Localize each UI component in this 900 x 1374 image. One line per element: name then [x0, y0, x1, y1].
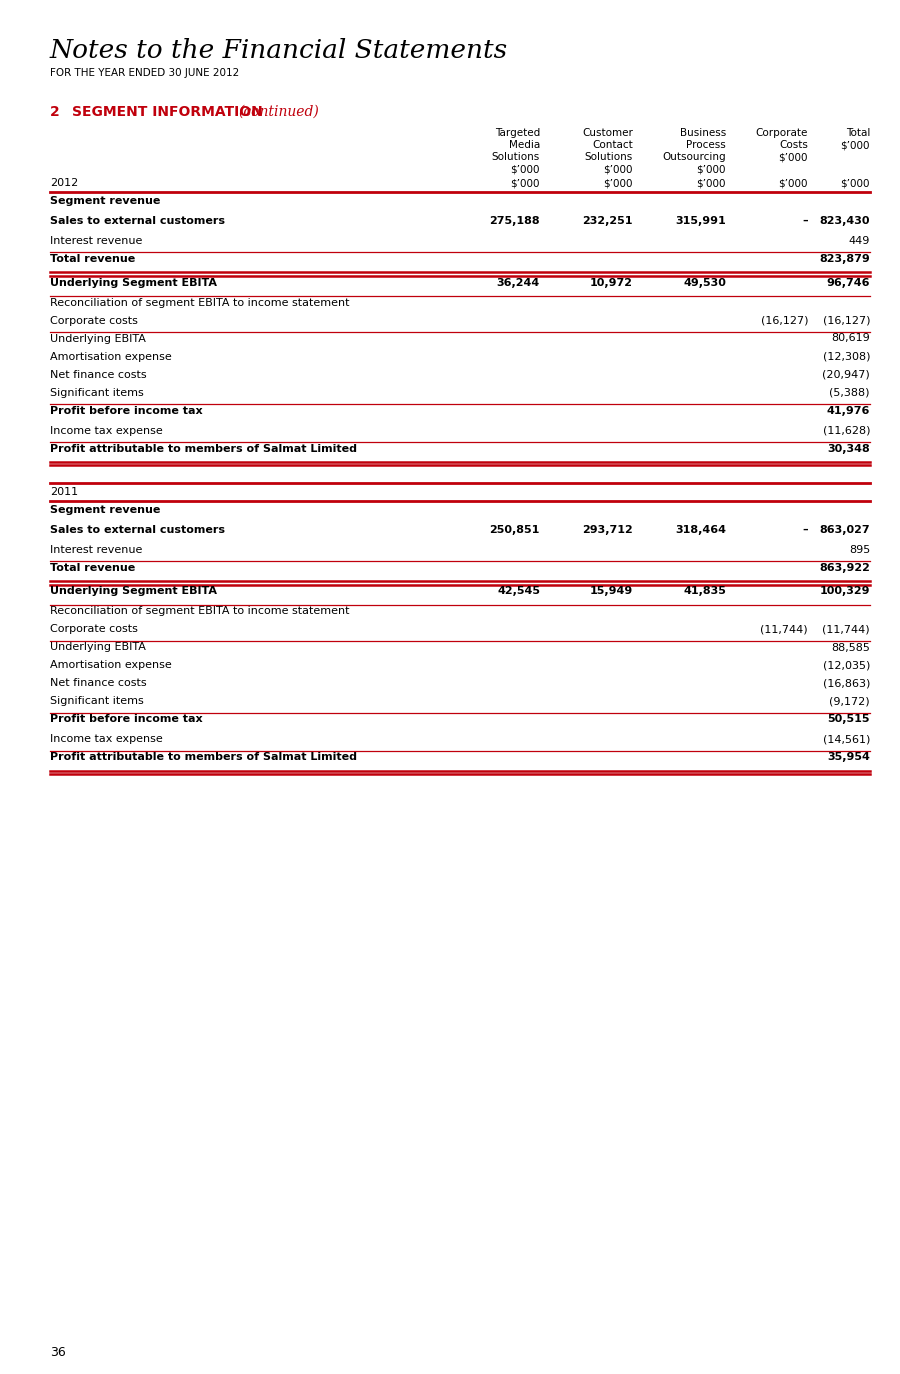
Text: $’000: $’000 [841, 179, 870, 188]
Text: Profit before income tax: Profit before income tax [50, 405, 203, 415]
Text: 315,991: 315,991 [675, 216, 726, 225]
Text: Underlying EBITA: Underlying EBITA [50, 643, 146, 653]
Text: 100,329: 100,329 [820, 587, 870, 596]
Text: –: – [803, 525, 808, 534]
Text: Costs: Costs [779, 140, 808, 150]
Text: 30,348: 30,348 [827, 444, 870, 453]
Text: Reconciliation of segment EBITA to income statement: Reconciliation of segment EBITA to incom… [50, 606, 349, 617]
Text: (16,127): (16,127) [823, 316, 870, 326]
Text: (12,035): (12,035) [823, 661, 870, 671]
Text: Underlying EBITA: Underlying EBITA [50, 334, 146, 344]
Text: Corporate: Corporate [756, 128, 808, 137]
Text: 250,851: 250,851 [490, 525, 540, 534]
Text: 50,515: 50,515 [827, 714, 870, 724]
Text: Interest revenue: Interest revenue [50, 545, 142, 555]
Text: (20,947): (20,947) [823, 370, 870, 379]
Text: 41,976: 41,976 [826, 405, 870, 415]
Text: Corporate costs: Corporate costs [50, 625, 138, 635]
Text: Sales to external customers: Sales to external customers [50, 525, 225, 534]
Text: 15,949: 15,949 [590, 587, 633, 596]
Text: Significant items: Significant items [50, 697, 144, 706]
Text: 49,530: 49,530 [683, 278, 726, 287]
Text: $’000: $’000 [778, 153, 808, 162]
Text: Significant items: Significant items [50, 387, 144, 397]
Text: –: – [803, 216, 808, 225]
Text: $’000: $’000 [510, 164, 540, 174]
Text: 10,972: 10,972 [590, 278, 633, 287]
Text: Income tax expense: Income tax expense [50, 735, 163, 745]
Text: 2: 2 [50, 104, 59, 120]
Text: $’000: $’000 [510, 179, 540, 188]
Text: 275,188: 275,188 [490, 216, 540, 225]
Text: 823,879: 823,879 [819, 254, 870, 264]
Text: $’000: $’000 [841, 140, 870, 150]
Text: 36,244: 36,244 [497, 278, 540, 287]
Text: 895: 895 [849, 545, 870, 555]
Text: (14,561): (14,561) [823, 735, 870, 745]
Text: (11,744): (11,744) [823, 625, 870, 635]
Text: Sales to external customers: Sales to external customers [50, 216, 225, 225]
Text: Solutions: Solutions [585, 153, 633, 162]
Text: Customer: Customer [582, 128, 633, 137]
Text: 449: 449 [849, 236, 870, 246]
Text: Reconciliation of segment EBITA to income statement: Reconciliation of segment EBITA to incom… [50, 298, 349, 308]
Text: 823,430: 823,430 [820, 216, 870, 225]
Text: 2011: 2011 [50, 486, 78, 497]
Text: Profit before income tax: Profit before income tax [50, 714, 203, 724]
Text: 232,251: 232,251 [582, 216, 633, 225]
Text: (16,127): (16,127) [760, 316, 808, 326]
Text: 318,464: 318,464 [675, 525, 726, 534]
Text: 41,835: 41,835 [683, 587, 726, 596]
Text: 863,027: 863,027 [819, 525, 870, 534]
Text: FOR THE YEAR ENDED 30 JUNE 2012: FOR THE YEAR ENDED 30 JUNE 2012 [50, 67, 239, 78]
Text: (9,172): (9,172) [830, 697, 870, 706]
Text: Solutions: Solutions [491, 153, 540, 162]
Text: Corporate costs: Corporate costs [50, 316, 138, 326]
Text: Media: Media [508, 140, 540, 150]
Text: SEGMENT INFORMATION: SEGMENT INFORMATION [72, 104, 263, 120]
Text: $’000: $’000 [604, 164, 633, 174]
Text: (11,628): (11,628) [823, 426, 870, 436]
Text: (12,308): (12,308) [823, 352, 870, 361]
Text: Amortisation expense: Amortisation expense [50, 661, 172, 671]
Text: Targeted: Targeted [495, 128, 540, 137]
Text: 36: 36 [50, 1347, 66, 1359]
Text: (5,388): (5,388) [830, 387, 870, 397]
Text: Profit attributable to members of Salmat Limited: Profit attributable to members of Salmat… [50, 444, 357, 453]
Text: Process: Process [686, 140, 726, 150]
Text: Total revenue: Total revenue [50, 563, 135, 573]
Text: Total: Total [846, 128, 870, 137]
Text: Business: Business [680, 128, 726, 137]
Text: 35,954: 35,954 [827, 753, 870, 763]
Text: $’000: $’000 [697, 164, 726, 174]
Text: (11,744): (11,744) [760, 625, 808, 635]
Text: (16,863): (16,863) [823, 679, 870, 688]
Text: Net finance costs: Net finance costs [50, 679, 147, 688]
Text: $’000: $’000 [778, 179, 808, 188]
Text: Profit attributable to members of Salmat Limited: Profit attributable to members of Salmat… [50, 753, 357, 763]
Text: Contact: Contact [592, 140, 633, 150]
Text: Total revenue: Total revenue [50, 254, 135, 264]
Text: 863,922: 863,922 [819, 563, 870, 573]
Text: 42,545: 42,545 [497, 587, 540, 596]
Text: (continued): (continued) [238, 104, 319, 120]
Text: 96,746: 96,746 [826, 278, 870, 287]
Text: 2012: 2012 [50, 179, 78, 188]
Text: Underlying Segment EBITA: Underlying Segment EBITA [50, 278, 217, 287]
Text: Underlying Segment EBITA: Underlying Segment EBITA [50, 587, 217, 596]
Text: $’000: $’000 [604, 179, 633, 188]
Text: Income tax expense: Income tax expense [50, 426, 163, 436]
Text: 293,712: 293,712 [582, 525, 633, 534]
Text: Segment revenue: Segment revenue [50, 196, 160, 206]
Text: 88,585: 88,585 [831, 643, 870, 653]
Text: 80,619: 80,619 [832, 334, 870, 344]
Text: Amortisation expense: Amortisation expense [50, 352, 172, 361]
Text: Net finance costs: Net finance costs [50, 370, 147, 379]
Text: Segment revenue: Segment revenue [50, 506, 160, 515]
Text: $’000: $’000 [697, 179, 726, 188]
Text: Interest revenue: Interest revenue [50, 236, 142, 246]
Text: Outsourcing: Outsourcing [662, 153, 726, 162]
Text: Notes to the Financial Statements: Notes to the Financial Statements [50, 38, 508, 63]
